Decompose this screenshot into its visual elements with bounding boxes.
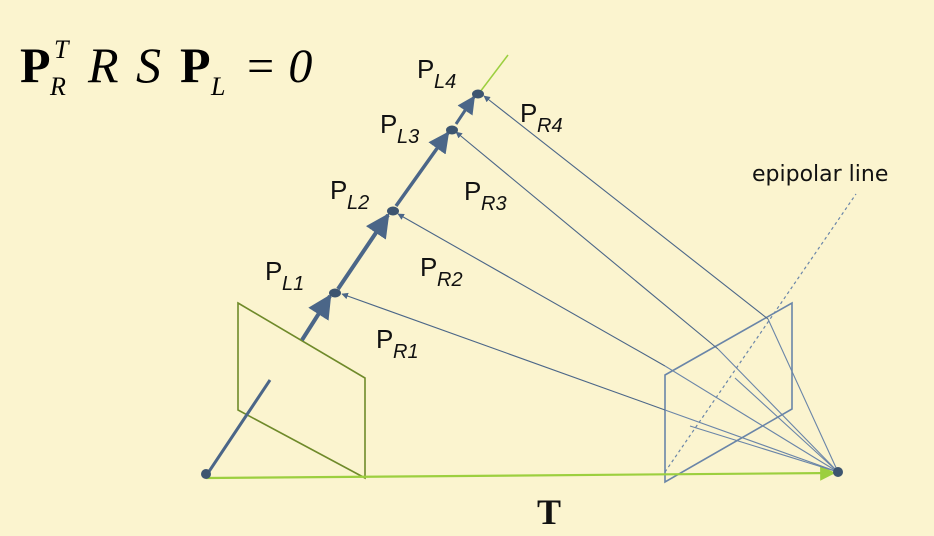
label-pl1-main: P bbox=[265, 256, 282, 286]
baseline-line bbox=[205, 465, 836, 481]
equation: P T R R S P L = 0 bbox=[20, 35, 312, 101]
label-pr4-sub: R4 bbox=[537, 115, 563, 137]
left-ray bbox=[206, 54, 509, 474]
label-pr1-sub: R1 bbox=[393, 341, 419, 363]
label-pl3-sub: L3 bbox=[397, 126, 419, 148]
point-labels: P L4 P R4 P L3 P R3 P L2 P R2 P L1 P R1 bbox=[265, 54, 563, 363]
equation-sub-l: L bbox=[210, 72, 225, 101]
label-pl2-main: P bbox=[330, 175, 347, 205]
label-pl2-sub: L2 bbox=[347, 192, 369, 214]
label-pl4-main: P bbox=[417, 54, 434, 84]
right-camera-center bbox=[833, 467, 843, 477]
label-pl4-sub: L4 bbox=[434, 71, 456, 93]
point-pl4 bbox=[472, 89, 484, 99]
epipolar-line bbox=[664, 193, 857, 473]
points bbox=[201, 89, 843, 479]
ray-r2 bbox=[397, 213, 666, 367]
label-pr1-main: P bbox=[376, 324, 393, 354]
equation-r: R bbox=[87, 37, 119, 93]
point-pl3 bbox=[446, 125, 458, 135]
label-pr2-main: P bbox=[420, 252, 437, 282]
equation-p-right: P bbox=[20, 37, 51, 93]
label-pr2-sub: R2 bbox=[437, 269, 463, 291]
left-image-plane bbox=[237, 301, 366, 480]
label-pr3-sub: R3 bbox=[481, 193, 507, 215]
epipolar-line-label: epipolar line bbox=[752, 162, 888, 187]
label-pr3-main: P bbox=[464, 176, 481, 206]
label-pl1-sub: L1 bbox=[282, 273, 304, 295]
equation-equals-zero: = 0 bbox=[244, 40, 312, 93]
equation-sup-t: T bbox=[54, 35, 70, 64]
right-rays bbox=[341, 95, 839, 473]
equation-s: S bbox=[136, 37, 161, 93]
ray-r3 bbox=[455, 131, 719, 350]
point-pl2 bbox=[387, 206, 399, 216]
baseline-label: T bbox=[537, 492, 561, 532]
label-pr4-main: P bbox=[520, 98, 537, 128]
point-pl1 bbox=[329, 288, 341, 298]
right-image-plane bbox=[664, 301, 793, 484]
equation-p-left: P bbox=[180, 37, 211, 93]
label-pl3-main: P bbox=[380, 109, 397, 139]
ray-r4 bbox=[483, 95, 769, 320]
ray-r1 bbox=[341, 292, 666, 411]
equation-sub-r: R bbox=[49, 72, 66, 101]
left-camera-center bbox=[201, 469, 211, 479]
